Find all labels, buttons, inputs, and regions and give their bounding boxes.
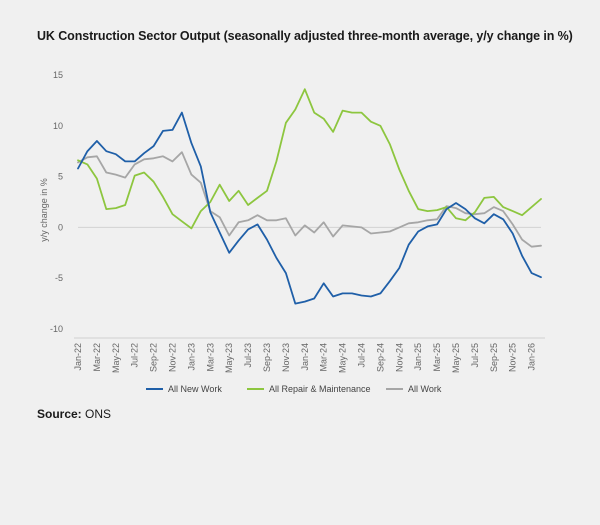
series-line-all-repair-maintenance [77, 88, 542, 230]
source-label: Source: [37, 407, 82, 421]
legend: All New Work All Repair & Maintenance All … [146, 384, 442, 394]
x-tick-label: Mar-25 [432, 343, 442, 372]
x-tick-label: Jul-25 [470, 343, 480, 368]
y-tick-label: 15 [53, 70, 63, 80]
y-tick-label: 10 [53, 121, 63, 131]
x-tick-label: Nov-24 [394, 343, 404, 372]
x-tick-label: Nov-22 [167, 343, 177, 372]
source-value: ONS [85, 407, 112, 421]
y-axis: -10 -5 0 5 10 15 y/y change in % [39, 70, 541, 334]
series-lines [77, 88, 542, 305]
y-tick-label: 0 [58, 222, 63, 232]
x-tick-label: Sep-22 [149, 343, 159, 372]
chart-title: UK Construction Sector Output (seasonall… [37, 29, 573, 43]
x-tick-label: Jan-25 [413, 343, 423, 371]
x-tick-label: May-24 [338, 343, 348, 373]
source-note: Source: ONS [37, 407, 111, 421]
x-tick-label: Mar-23 [205, 343, 215, 372]
x-tick-label: May-25 [451, 343, 461, 373]
legend-label: All Repair & Maintenance [269, 384, 371, 394]
x-tick-label: May-22 [111, 343, 121, 373]
x-tick-label: Jul-22 [130, 343, 140, 368]
x-tick-label: Mar-24 [319, 343, 329, 372]
x-tick-label: May-23 [224, 343, 234, 373]
x-tick-label: Jul-24 [356, 343, 366, 368]
x-tick-label: Jan-23 [186, 343, 196, 371]
y-tick-label: 5 [58, 172, 63, 182]
series-line-all-work [77, 151, 542, 248]
x-tick-label: Sep-23 [262, 343, 272, 372]
legend-label: All New Work [168, 384, 222, 394]
x-tick-label: Sep-25 [489, 343, 499, 372]
x-tick-label: Jan-24 [300, 343, 310, 371]
x-tick-label: Sep-24 [375, 343, 385, 372]
y-axis-title: y/y change in % [39, 178, 49, 242]
x-tick-label: Jan-22 [73, 343, 83, 371]
y-tick-label: -10 [50, 324, 63, 334]
legend-label: All Work [408, 384, 442, 394]
x-tick-label: Nov-23 [281, 343, 291, 372]
series-line-all-new-work [77, 111, 542, 305]
x-axis: Jan-22 Mar-22 May-22 Jul-22 Sep-22 Nov-22 Jan-… [73, 337, 545, 373]
x-tick-label: Jul-23 [243, 343, 253, 368]
x-tick-label: Nov-25 [508, 343, 518, 372]
x-tick-label: Mar-22 [92, 343, 102, 372]
x-tick-label: Jan-26 [527, 343, 537, 371]
y-tick-label: -5 [55, 273, 63, 283]
